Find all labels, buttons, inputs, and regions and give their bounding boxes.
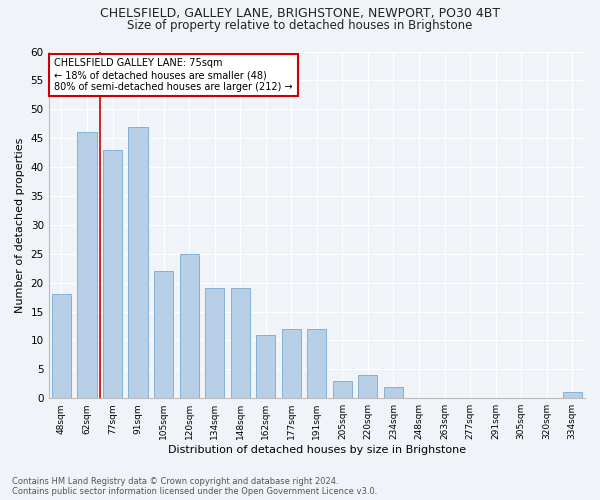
Text: CHELSFIELD, GALLEY LANE, BRIGHSTONE, NEWPORT, PO30 4BT: CHELSFIELD, GALLEY LANE, BRIGHSTONE, NEW…: [100, 8, 500, 20]
Bar: [154, 271, 173, 398]
Text: CHELSFIELD GALLEY LANE: 75sqm
← 18% of detached houses are smaller (48)
80% of s: CHELSFIELD GALLEY LANE: 75sqm ← 18% of d…: [54, 58, 293, 92]
Bar: [128, 126, 148, 398]
Y-axis label: Number of detached properties: Number of detached properties: [15, 137, 25, 312]
Bar: [282, 329, 301, 398]
X-axis label: Distribution of detached houses by size in Brighstone: Distribution of detached houses by size …: [168, 445, 466, 455]
Bar: [103, 150, 122, 398]
Bar: [256, 334, 275, 398]
Text: Size of property relative to detached houses in Brighstone: Size of property relative to detached ho…: [127, 19, 473, 32]
Bar: [52, 294, 71, 398]
Bar: [205, 288, 224, 398]
Bar: [384, 386, 403, 398]
Bar: [563, 392, 582, 398]
Bar: [358, 375, 377, 398]
Bar: [333, 381, 352, 398]
Bar: [230, 288, 250, 398]
Bar: [77, 132, 97, 398]
Text: Contains HM Land Registry data © Crown copyright and database right 2024.
Contai: Contains HM Land Registry data © Crown c…: [12, 476, 377, 496]
Bar: [179, 254, 199, 398]
Bar: [307, 329, 326, 398]
